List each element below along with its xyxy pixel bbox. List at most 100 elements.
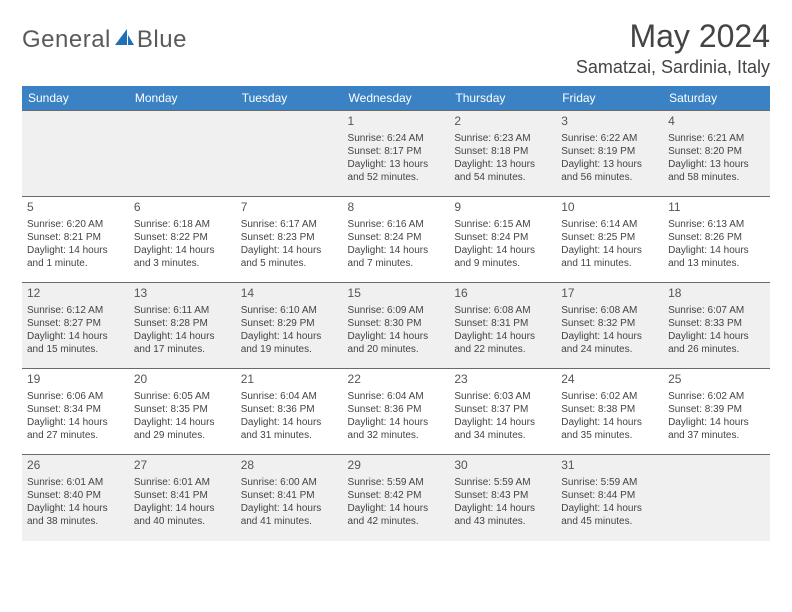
sunrise-text: Sunrise: 6:01 AM <box>27 476 124 489</box>
daylight-text: and 45 minutes. <box>561 515 658 528</box>
daylight-text: and 15 minutes. <box>27 343 124 356</box>
daylight-text: Daylight: 14 hours <box>668 416 765 429</box>
daylight-text: and 40 minutes. <box>134 515 231 528</box>
daylight-text: Daylight: 14 hours <box>561 330 658 343</box>
sunrise-text: Sunrise: 6:20 AM <box>27 218 124 231</box>
sunrise-text: Sunrise: 6:24 AM <box>348 132 445 145</box>
daylight-text: Daylight: 14 hours <box>561 244 658 257</box>
daylight-text: and 43 minutes. <box>454 515 551 528</box>
sunset-text: Sunset: 8:41 PM <box>241 489 338 502</box>
calendar-cell: 30Sunrise: 5:59 AMSunset: 8:43 PMDayligh… <box>449 455 556 541</box>
daylight-text: Daylight: 14 hours <box>561 502 658 515</box>
day-number: 12 <box>27 286 124 302</box>
sunrise-text: Sunrise: 6:00 AM <box>241 476 338 489</box>
sunrise-text: Sunrise: 6:02 AM <box>668 390 765 403</box>
sunrise-text: Sunrise: 6:14 AM <box>561 218 658 231</box>
daylight-text: Daylight: 14 hours <box>134 330 231 343</box>
calendar-cell: 6 Sunrise: 6:18 AMSunset: 8:22 PMDaylight… <box>129 197 236 283</box>
day-number: 26 <box>27 458 124 474</box>
daylight-text: Daylight: 14 hours <box>241 416 338 429</box>
calendar-cell: 9Sunrise: 6:15 AMSunset: 8:24 PMDaylight… <box>449 197 556 283</box>
sunset-text: Sunset: 8:22 PM <box>134 231 231 244</box>
sunrise-text: Sunrise: 6:03 AM <box>454 390 551 403</box>
day-number: 28 <box>241 458 338 474</box>
daylight-text: and 1 minute. <box>27 257 124 270</box>
sunrise-text: Sunrise: 6:08 AM <box>561 304 658 317</box>
calendar-table: SundayMondayTuesdayWednesdayThursdayFrid… <box>22 86 770 541</box>
day-header: Thursday <box>449 86 556 111</box>
calendar-cell: 3Sunrise: 6:22 AMSunset: 8:19 PMDaylight… <box>556 111 663 197</box>
calendar-cell: 18Sunrise: 6:07 AMSunset: 8:33 PMDayligh… <box>663 283 770 369</box>
sunset-text: Sunset: 8:37 PM <box>454 403 551 416</box>
day-number: 2 <box>454 114 551 130</box>
daylight-text: and 22 minutes. <box>454 343 551 356</box>
daylight-text: Daylight: 14 hours <box>668 244 765 257</box>
sunset-text: Sunset: 8:36 PM <box>241 403 338 416</box>
sunset-text: Sunset: 8:36 PM <box>348 403 445 416</box>
daylight-text: Daylight: 14 hours <box>27 330 124 343</box>
day-header: Wednesday <box>343 86 450 111</box>
daylight-text: and 37 minutes. <box>668 429 765 442</box>
calendar-cell: 4Sunrise: 6:21 AMSunset: 8:20 PMDaylight… <box>663 111 770 197</box>
daylight-text: and 7 minutes. <box>348 257 445 270</box>
calendar-cell: 14Sunrise: 6:10 AMSunset: 8:29 PMDayligh… <box>236 283 343 369</box>
sunrise-text: Sunrise: 6:04 AM <box>348 390 445 403</box>
daylight-text: Daylight: 14 hours <box>348 416 445 429</box>
calendar-cell: 2Sunrise: 6:23 AMSunset: 8:18 PMDaylight… <box>449 111 556 197</box>
day-number: 23 <box>454 372 551 388</box>
calendar-cell: 24Sunrise: 6:02 AMSunset: 8:38 PMDayligh… <box>556 369 663 455</box>
sunrise-text: Sunrise: 6:18 AM <box>134 218 231 231</box>
day-number: 6 <box>134 200 231 216</box>
daylight-text: and 38 minutes. <box>27 515 124 528</box>
calendar-cell: 23 Sunrise: 6:03 AMSunset: 8:37 PMDayligh… <box>449 369 556 455</box>
sunrise-text: Sunrise: 6:21 AM <box>668 132 765 145</box>
sunrise-text: Sunrise: 6:13 AM <box>668 218 765 231</box>
day-number: 31 <box>561 458 658 474</box>
daylight-text: and 27 minutes. <box>27 429 124 442</box>
sunset-text: Sunset: 8:18 PM <box>454 145 551 158</box>
sunset-text: Sunset: 8:41 PM <box>134 489 231 502</box>
calendar-cell: 16Sunrise: 6:08 AMSunset: 8:31 PMDayligh… <box>449 283 556 369</box>
calendar-cell <box>663 455 770 541</box>
daylight-text: Daylight: 14 hours <box>454 416 551 429</box>
daylight-text: Daylight: 14 hours <box>668 330 765 343</box>
day-number: 25 <box>668 372 765 388</box>
daylight-text: and 17 minutes. <box>134 343 231 356</box>
daylight-text: and 24 minutes. <box>561 343 658 356</box>
daylight-text: and 29 minutes. <box>134 429 231 442</box>
sunset-text: Sunset: 8:17 PM <box>348 145 445 158</box>
daylight-text: Daylight: 14 hours <box>241 330 338 343</box>
sunset-text: Sunset: 8:40 PM <box>27 489 124 502</box>
daylight-text: Daylight: 14 hours <box>27 502 124 515</box>
day-number: 10 <box>561 200 658 216</box>
sunrise-text: Sunrise: 6:02 AM <box>561 390 658 403</box>
daylight-text: and 35 minutes. <box>561 429 658 442</box>
sunset-text: Sunset: 8:31 PM <box>454 317 551 330</box>
sunset-text: Sunset: 8:24 PM <box>348 231 445 244</box>
sunrise-text: Sunrise: 5:59 AM <box>454 476 551 489</box>
sunset-text: Sunset: 8:26 PM <box>668 231 765 244</box>
daylight-text: Daylight: 14 hours <box>348 502 445 515</box>
day-number: 19 <box>27 372 124 388</box>
calendar-cell: 20Sunrise: 6:05 AMSunset: 8:35 PMDayligh… <box>129 369 236 455</box>
daylight-text: and 56 minutes. <box>561 171 658 184</box>
sunrise-text: Sunrise: 6:10 AM <box>241 304 338 317</box>
calendar-cell: 25Sunrise: 6:02 AMSunset: 8:39 PMDayligh… <box>663 369 770 455</box>
daylight-text: and 52 minutes. <box>348 171 445 184</box>
sunset-text: Sunset: 8:24 PM <box>454 231 551 244</box>
calendar-week-row: 5Sunrise: 6:20 AMSunset: 8:21 PMDaylight… <box>22 197 770 283</box>
daylight-text: Daylight: 14 hours <box>348 330 445 343</box>
daylight-text: Daylight: 14 hours <box>454 244 551 257</box>
day-number: 11 <box>668 200 765 216</box>
calendar-cell: 8Sunrise: 6:16 AMSunset: 8:24 PMDaylight… <box>343 197 450 283</box>
daylight-text: Daylight: 14 hours <box>348 244 445 257</box>
calendar-cell: 5Sunrise: 6:20 AMSunset: 8:21 PMDaylight… <box>22 197 129 283</box>
daylight-text: and 19 minutes. <box>241 343 338 356</box>
daylight-text: and 20 minutes. <box>348 343 445 356</box>
sunset-text: Sunset: 8:43 PM <box>454 489 551 502</box>
calendar-cell: 10Sunrise: 6:14 AMSunset: 8:25 PMDayligh… <box>556 197 663 283</box>
calendar-cell: 11 Sunrise: 6:13 AMSunset: 8:26 PMDayligh… <box>663 197 770 283</box>
day-number: 21 <box>241 372 338 388</box>
day-number: 18 <box>668 286 765 302</box>
daylight-text: Daylight: 14 hours <box>134 244 231 257</box>
